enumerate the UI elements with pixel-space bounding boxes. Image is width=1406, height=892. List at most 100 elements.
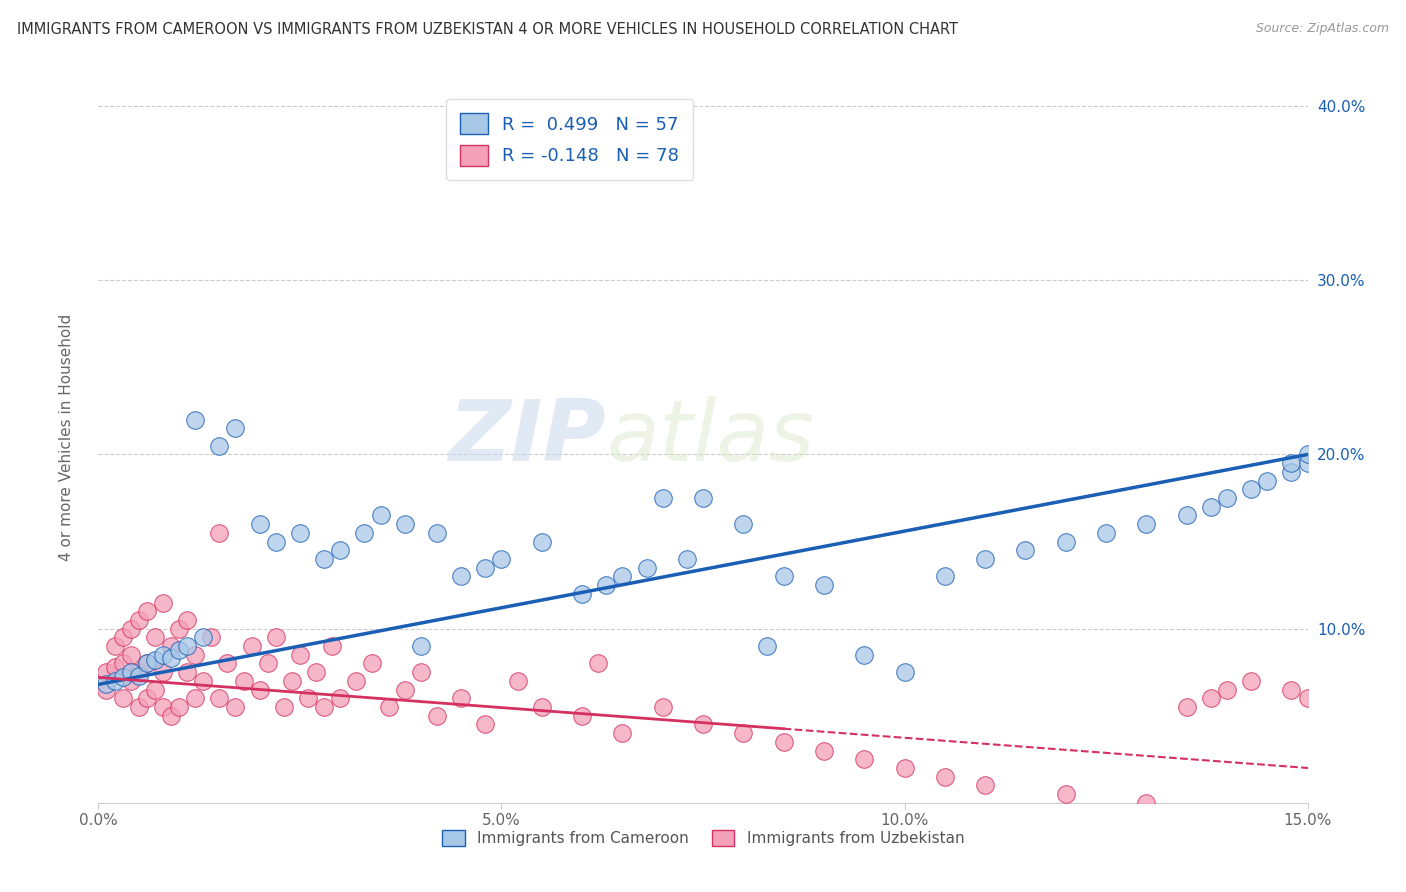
Point xyxy=(571,708,593,723)
Point xyxy=(208,439,231,453)
Point xyxy=(111,631,134,645)
Point xyxy=(135,657,157,671)
Point xyxy=(249,517,271,532)
Point xyxy=(756,639,779,653)
Point xyxy=(288,525,311,540)
Point xyxy=(232,673,254,688)
Point xyxy=(426,525,449,540)
Point xyxy=(394,682,416,697)
Point xyxy=(893,665,915,680)
Text: ZIP: ZIP xyxy=(449,395,606,479)
Point xyxy=(176,613,198,627)
Point xyxy=(1296,691,1319,706)
Point xyxy=(1199,500,1222,514)
Point xyxy=(651,491,673,505)
Point xyxy=(143,682,166,697)
Point xyxy=(160,639,183,653)
Point xyxy=(249,682,271,697)
Point xyxy=(176,639,198,653)
Legend: R =  0.499   N = 57, R = -0.148   N = 78: R = 0.499 N = 57, R = -0.148 N = 78 xyxy=(446,99,693,180)
Point xyxy=(394,517,416,532)
Point xyxy=(426,708,449,723)
Point xyxy=(167,700,190,714)
Point xyxy=(208,691,231,706)
Point xyxy=(264,631,287,645)
Point xyxy=(474,560,496,574)
Point xyxy=(128,668,150,682)
Point xyxy=(1256,474,1278,488)
Point xyxy=(200,631,222,645)
Point xyxy=(128,613,150,627)
Point xyxy=(612,726,634,740)
Text: atlas: atlas xyxy=(606,395,814,479)
Point xyxy=(1216,491,1239,505)
Point xyxy=(772,735,794,749)
Point xyxy=(934,770,956,784)
Point xyxy=(297,691,319,706)
Point xyxy=(314,700,336,714)
Text: Source: ZipAtlas.com: Source: ZipAtlas.com xyxy=(1256,22,1389,36)
Point xyxy=(974,778,997,792)
Point xyxy=(1281,456,1303,470)
Point xyxy=(530,700,553,714)
Point xyxy=(128,665,150,680)
Text: IMMIGRANTS FROM CAMEROON VS IMMIGRANTS FROM UZBEKISTAN 4 OR MORE VEHICLES IN HOU: IMMIGRANTS FROM CAMEROON VS IMMIGRANTS F… xyxy=(17,22,957,37)
Point xyxy=(120,673,142,688)
Point xyxy=(184,648,207,662)
Point xyxy=(651,700,673,714)
Point xyxy=(1216,682,1239,697)
Point xyxy=(208,525,231,540)
Point xyxy=(1240,673,1263,688)
Point xyxy=(506,673,529,688)
Point xyxy=(491,552,513,566)
Point xyxy=(1281,465,1303,479)
Point xyxy=(152,595,174,609)
Point xyxy=(1281,682,1303,697)
Point xyxy=(96,682,118,697)
Point xyxy=(135,604,157,618)
Point xyxy=(152,700,174,714)
Point xyxy=(176,665,198,680)
Point xyxy=(217,657,239,671)
Point xyxy=(1199,691,1222,706)
Point xyxy=(1240,483,1263,497)
Point xyxy=(264,534,287,549)
Point xyxy=(692,491,714,505)
Y-axis label: 4 or more Vehicles in Household: 4 or more Vehicles in Household xyxy=(59,313,75,561)
Point xyxy=(1135,517,1157,532)
Point xyxy=(636,560,658,574)
Point xyxy=(353,525,375,540)
Point xyxy=(530,534,553,549)
Point xyxy=(813,743,835,757)
Point xyxy=(167,642,190,657)
Point xyxy=(160,708,183,723)
Point xyxy=(103,673,125,688)
Point xyxy=(152,665,174,680)
Point xyxy=(152,648,174,662)
Point xyxy=(120,648,142,662)
Point xyxy=(103,639,125,653)
Point xyxy=(1296,448,1319,462)
Point xyxy=(224,421,246,435)
Point xyxy=(853,648,876,662)
Point xyxy=(305,665,328,680)
Point xyxy=(692,717,714,731)
Point xyxy=(853,752,876,766)
Point xyxy=(612,569,634,583)
Point xyxy=(733,517,755,532)
Point xyxy=(1054,787,1077,801)
Point xyxy=(103,660,125,674)
Point xyxy=(281,673,304,688)
Point xyxy=(111,670,134,684)
Point xyxy=(1095,525,1118,540)
Point xyxy=(1175,700,1198,714)
Point xyxy=(135,691,157,706)
Point xyxy=(120,622,142,636)
Point xyxy=(813,578,835,592)
Point xyxy=(733,726,755,740)
Point xyxy=(128,700,150,714)
Point xyxy=(184,691,207,706)
Point xyxy=(167,622,190,636)
Point xyxy=(256,657,278,671)
Point xyxy=(1175,508,1198,523)
